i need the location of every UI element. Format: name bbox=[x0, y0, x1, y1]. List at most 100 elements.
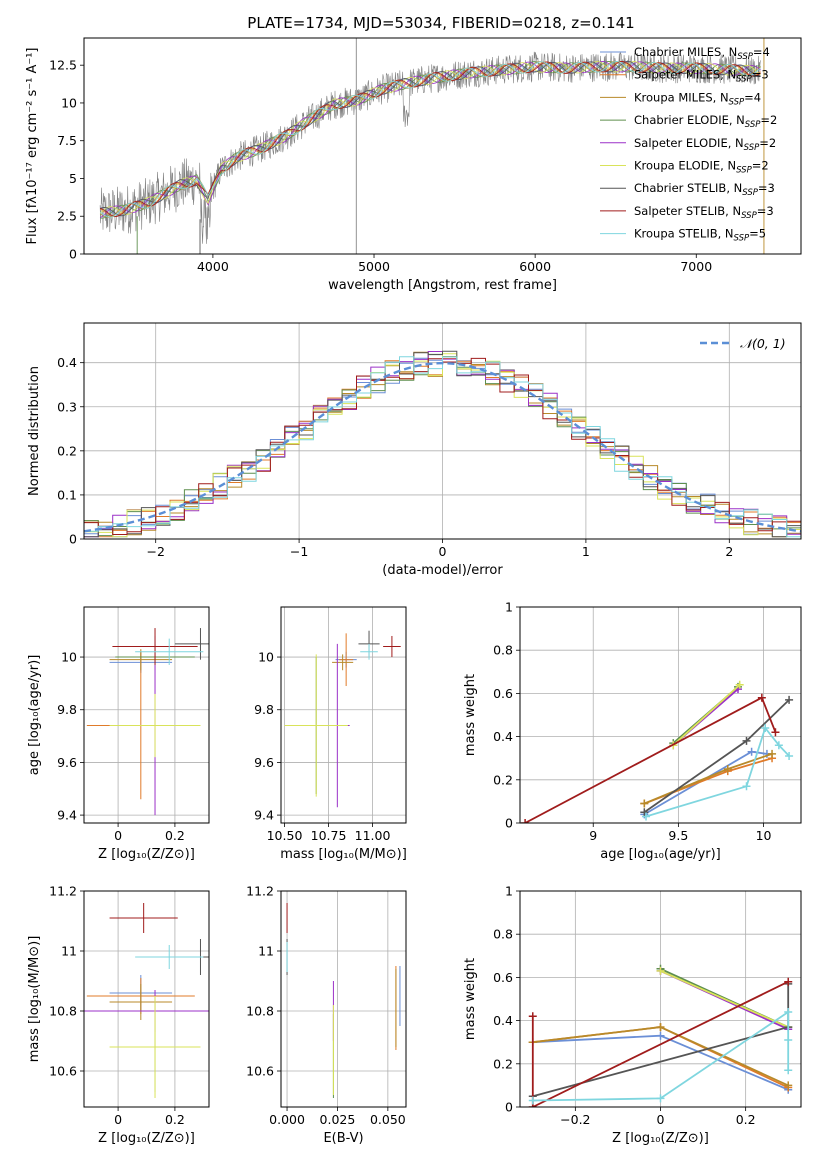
plot-area bbox=[521, 680, 794, 823]
legend-label-sub: SSP bbox=[745, 120, 761, 130]
y-tick-label: 0.2 bbox=[57, 443, 77, 458]
legend-label-sub: SSP bbox=[744, 143, 760, 153]
axes-frame bbox=[280, 890, 407, 1108]
x-tick-label: 9 bbox=[589, 828, 597, 843]
legend-label-tail: =4 bbox=[753, 45, 770, 59]
x-tick-label: −0.2 bbox=[560, 1112, 590, 1127]
y-tick-label: 0.2 bbox=[493, 1056, 513, 1071]
weight-marker bbox=[723, 765, 732, 773]
legend-label-text: Chabrier STELIB, N bbox=[634, 181, 742, 195]
panel-residuals: −2 −1 0 1 2 0 0.1 0.2 0.3 0.4 (data-model)/error No… bbox=[27, 322, 802, 578]
weight-marker bbox=[761, 723, 770, 732]
y-tick-label: 10.8 bbox=[49, 1004, 77, 1019]
x-tick-label: 1 bbox=[582, 544, 590, 559]
weight-marker bbox=[528, 1012, 537, 1021]
x-tick-label: 0 bbox=[657, 1112, 665, 1127]
y-tick-label: 2.5 bbox=[57, 209, 77, 224]
axes-frame bbox=[83, 37, 802, 255]
weight-marker bbox=[781, 721, 790, 730]
y-axis-label: Normed distribution bbox=[27, 366, 42, 496]
y-tick-label: 0.1 bbox=[57, 487, 77, 502]
grid bbox=[281, 607, 406, 823]
y-tick-label: 0.4 bbox=[493, 1013, 513, 1028]
plot-area bbox=[84, 903, 209, 1098]
y-tick-label: 9.6 bbox=[57, 755, 77, 770]
legend-label-tail: =3 bbox=[757, 204, 774, 218]
legend-label: Chabrier ELODIE, NSSP=2 bbox=[634, 113, 777, 130]
grid bbox=[281, 890, 406, 1107]
plot-area bbox=[84, 350, 801, 538]
y-tick-label: 0.2 bbox=[493, 772, 513, 787]
y-tick-label: 0.3 bbox=[57, 399, 77, 414]
legend-label-sub: SSP bbox=[729, 97, 745, 107]
x-tick-label: 4000 bbox=[197, 259, 229, 274]
legend-label-text: Kroupa MILES, N bbox=[634, 90, 729, 104]
y-tick-label: 0.6 bbox=[493, 686, 513, 701]
x-tick-label: 0 bbox=[114, 1112, 122, 1127]
gaussian-curve bbox=[84, 361, 801, 533]
panel-age_vs_Z: 0 0.2 9.4 9.6 9.8 10 Z [log₁₀(Z/Z⊙)] age [log₁₀… bbox=[27, 606, 210, 862]
legend-label: Salpeter ELODIE, NSSP=2 bbox=[634, 136, 776, 153]
y-tick-label: 10 bbox=[61, 95, 77, 110]
weight-marker bbox=[642, 812, 651, 821]
legend-label: Chabrier STELIB, NSSP=3 bbox=[634, 181, 775, 198]
y-axis-label: mass weight bbox=[463, 958, 478, 1040]
weight-marker bbox=[521, 819, 530, 823]
legend-label-tail: =3 bbox=[758, 181, 775, 195]
y-tick-label: 0 bbox=[69, 247, 77, 262]
y-tick-label: 9.4 bbox=[254, 808, 274, 823]
y-tick-label: 7.5 bbox=[57, 133, 77, 148]
grid bbox=[84, 607, 209, 823]
legend-label-tail: =5 bbox=[749, 227, 766, 241]
x-tick-label: 10.50 bbox=[267, 828, 303, 843]
x-tick-label: 0.2 bbox=[165, 828, 185, 843]
y-axis-label: mass [log₁₀(M/M⊙)] bbox=[27, 936, 42, 1063]
weight-marker bbox=[784, 1036, 793, 1045]
panel-weight_vs_Z: −0.2 0 0.2 0 0.2 0.4 0.6 0.8 1 Z [log₁₀(Z/Z⊙)] mas… bbox=[463, 884, 802, 1146]
legend-label: 𝒩(0, 1) bbox=[740, 336, 786, 351]
weight-marker bbox=[656, 966, 665, 975]
legend-label-sub: SSP bbox=[736, 166, 752, 176]
legend-label: Kroupa ELODIE, NSSP=2 bbox=[634, 159, 769, 176]
x-tick-label: 0.000 bbox=[269, 1112, 305, 1127]
legend-label-tail: =4 bbox=[744, 90, 761, 104]
x-tick-label: 10 bbox=[756, 828, 772, 843]
y-axis-label: age [log₁₀(age/yr)] bbox=[27, 655, 42, 776]
axes-frame bbox=[83, 322, 802, 540]
legend-label: Salpeter STELIB, NSSP=3 bbox=[634, 204, 774, 221]
y-tick-label: 0 bbox=[505, 1100, 513, 1115]
panel-age_vs_mass: 10.50 10.75 11.00 9.4 9.6 9.8 10 mass [log₁₀(M/… bbox=[254, 606, 407, 862]
model-spectrum-4 bbox=[99, 60, 762, 219]
weight-marker bbox=[774, 741, 783, 750]
x-axis-label: (data-model)/error bbox=[382, 563, 503, 578]
x-tick-label: 6000 bbox=[519, 259, 551, 274]
axes-frame bbox=[83, 606, 210, 824]
panel-mass_vs_ebv: 0.000 0.025 0.050 10.6 10.8 11 11.2 E(B-V) bbox=[246, 884, 407, 1146]
legend-label-tail: =2 bbox=[760, 113, 777, 127]
y-tick-label: 10 bbox=[258, 650, 274, 665]
model-spectrum-7 bbox=[99, 60, 761, 217]
weight-marker bbox=[528, 1096, 537, 1105]
legend-label-text: Kroupa ELODIE, N bbox=[634, 159, 736, 173]
x-tick-label: 11.00 bbox=[355, 828, 391, 843]
weight-line-5 bbox=[660, 970, 789, 1028]
axes-frame bbox=[519, 890, 802, 1108]
y-tick-label: 9.8 bbox=[57, 702, 77, 717]
x-tick-label: 0.050 bbox=[370, 1112, 406, 1127]
x-tick-label: 9.5 bbox=[668, 828, 688, 843]
y-tick-label: 0.6 bbox=[493, 970, 513, 985]
weight-marker bbox=[640, 808, 649, 817]
weight-marker bbox=[785, 752, 794, 761]
axes-frame bbox=[83, 890, 210, 1108]
y-tick-label: 5 bbox=[69, 171, 77, 186]
x-tick-label: 0 bbox=[439, 544, 447, 559]
y-tick-label: 11 bbox=[61, 944, 77, 959]
y-tick-label: 0.8 bbox=[493, 927, 513, 942]
legend-label-text: Chabrier MILES, N bbox=[634, 45, 737, 59]
legend-label-sub: SSP bbox=[734, 234, 750, 244]
model-spectrum-8 bbox=[99, 60, 761, 218]
legend-label-tail: =2 bbox=[759, 136, 776, 150]
y-tick-label: 10.8 bbox=[246, 1004, 274, 1019]
